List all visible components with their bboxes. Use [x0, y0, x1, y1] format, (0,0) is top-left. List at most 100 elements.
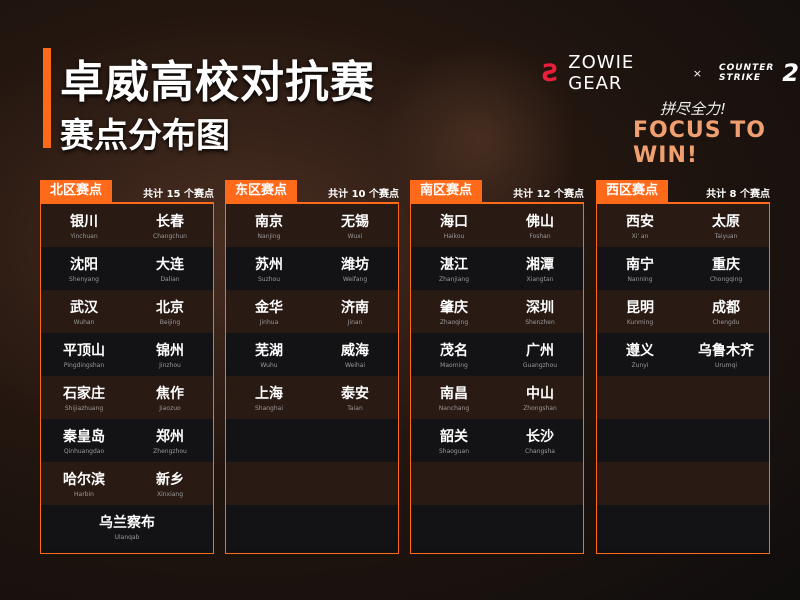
- city-name: 沈阳: [70, 257, 98, 273]
- city-name: 南宁: [626, 257, 654, 273]
- region-panel: 海口 Haikou 佛山 Foshan 湛江 Zhanjiang 湘潭 Xiangtan 肇庆 Z…: [410, 202, 584, 554]
- city-pinyin: Zhongshan: [523, 405, 557, 412]
- city-item: 长沙 Changsha: [505, 426, 575, 455]
- city-name: 乌兰察布: [99, 515, 155, 531]
- city-pinyin: Taian: [347, 405, 363, 412]
- city-name: 湘潭: [526, 257, 554, 273]
- city-name: 银川: [70, 214, 98, 230]
- city-row: 石家庄 Shijiazhuang 焦作 Jiaozuo: [41, 376, 213, 419]
- city-item: 哈尔滨 Harbin: [49, 469, 119, 498]
- city-name: 金华: [255, 300, 283, 316]
- slogan-chinese: 拼尽全力!: [660, 100, 727, 118]
- city-item: 济南 Jinan: [320, 297, 390, 326]
- city-pinyin: Jinan: [347, 319, 363, 326]
- city-name: 重庆: [712, 257, 740, 273]
- city-row: [597, 505, 769, 548]
- city-row: 上海 Shanghai 泰安 Taian: [226, 376, 398, 419]
- region-tab: 东区赛点: [225, 180, 298, 202]
- region-tab: 西区赛点: [596, 180, 669, 202]
- city-item: 西安 Xi' an: [605, 211, 675, 240]
- city-name: 石家庄: [63, 386, 105, 402]
- city-pinyin: Xiangtan: [526, 276, 554, 283]
- city-pinyin: Weifang: [342, 276, 368, 283]
- city-name: 潍坊: [341, 257, 369, 273]
- title-accent-bar: [43, 48, 51, 148]
- city-pinyin: Zhaoqing: [439, 319, 469, 326]
- city-name: 茂名: [440, 343, 468, 359]
- city-pinyin: Pingdingshan: [63, 362, 105, 369]
- city-item: 广州 Guangzhou: [505, 340, 575, 369]
- city-item: 上海 Shanghai: [234, 383, 304, 412]
- city-item: 南京 Nanjing: [234, 211, 304, 240]
- city-row: [226, 462, 398, 505]
- city-name: 上海: [255, 386, 283, 402]
- city-item: 潍坊 Weifang: [320, 254, 390, 283]
- city-item: 茂名 Maoming: [419, 340, 489, 369]
- city-row: 昆明 Kunming 成都 Chengdu: [597, 290, 769, 333]
- city-row: 茂名 Maoming 广州 Guangzhou: [411, 333, 583, 376]
- city-name: 昆明: [626, 300, 654, 316]
- city-name: 北京: [156, 300, 184, 316]
- city-pinyin: Wuxi: [347, 233, 363, 240]
- city-pinyin: Changchun: [153, 233, 187, 240]
- city-name: 海口: [440, 214, 468, 230]
- city-pinyin: Jinzhou: [159, 362, 181, 369]
- city-pinyin: Chengdu: [712, 319, 740, 326]
- city-name: 芜湖: [255, 343, 283, 359]
- city-row: 平顶山 Pingdingshan 锦州 Jinzhou: [41, 333, 213, 376]
- city-row: 南京 Nanjing 无锡 Wuxi: [226, 204, 398, 247]
- city-row: 苏州 Suzhou 潍坊 Weifang: [226, 247, 398, 290]
- city-name: 济南: [341, 300, 369, 316]
- city-item: 郑州 Zhengzhou: [135, 426, 205, 455]
- city-name: 深圳: [526, 300, 554, 316]
- city-item: 南宁 Nanning: [605, 254, 675, 283]
- city-pinyin: Xi' an: [631, 233, 649, 240]
- city-pinyin: Chongqing: [709, 276, 743, 283]
- city-name: 遵义: [626, 343, 654, 359]
- city-pinyin: Kunming: [626, 319, 654, 326]
- city-item: 银川 Yinchuan: [49, 211, 119, 240]
- city-row: 哈尔滨 Harbin 新乡 Xinxiang: [41, 462, 213, 505]
- city-item: 中山 Zhongshan: [505, 383, 575, 412]
- city-row: [597, 376, 769, 419]
- city-name: 太原: [712, 214, 740, 230]
- city-name: 韶关: [440, 429, 468, 445]
- city-row: 芜湖 Wuhu 威海 Weihai: [226, 333, 398, 376]
- city-pinyin: Urumqi: [715, 362, 737, 369]
- city-name: 苏州: [255, 257, 283, 273]
- city-row: [411, 462, 583, 505]
- city-item: 苏州 Suzhou: [234, 254, 304, 283]
- city-pinyin: Dalian: [160, 276, 180, 283]
- region-column: 东区赛点 共计 10 个赛点 南京 Nanjing 无锡 Wuxi 苏州 Suzhou 潍坊 W…: [225, 180, 399, 554]
- region-panel: 南京 Nanjing 无锡 Wuxi 苏州 Suzhou 潍坊 Weifang 金华 Jinhua…: [225, 202, 399, 554]
- cs2-logo: COUNTER STRIKE: [718, 63, 775, 83]
- city-item: 乌兰察布 Ulanqab: [92, 512, 162, 541]
- city-name: 南京: [255, 214, 283, 230]
- city-item: 芜湖 Wuhu: [234, 340, 304, 369]
- city-name: 长沙: [526, 429, 554, 445]
- region-tab: 南区赛点: [410, 180, 483, 202]
- city-pinyin: Foshan: [529, 233, 551, 240]
- city-row: 武汉 Wuhan 北京 Beijing: [41, 290, 213, 333]
- city-item: 武汉 Wuhan: [49, 297, 119, 326]
- city-name: 长春: [156, 214, 184, 230]
- city-row: 南宁 Nanning 重庆 Chongqing: [597, 247, 769, 290]
- city-row: [411, 505, 583, 548]
- city-pinyin: Harbin: [74, 491, 94, 498]
- city-name: 大连: [156, 257, 184, 273]
- city-item: 长春 Changchun: [135, 211, 205, 240]
- city-name: 焦作: [156, 386, 184, 402]
- city-name: 佛山: [526, 214, 554, 230]
- region-count: 共计 8 个赛点: [706, 189, 770, 200]
- city-pinyin: Zhengzhou: [153, 448, 187, 455]
- city-pinyin: Shijiazhuang: [64, 405, 104, 412]
- city-item: 石家庄 Shijiazhuang: [49, 383, 119, 412]
- region-count: 共计 15 个赛点: [143, 189, 214, 200]
- city-row: 金华 Jinhua 济南 Jinan: [226, 290, 398, 333]
- city-pinyin: Weihai: [344, 362, 366, 369]
- zowie-logo-icon: Ƨ: [542, 59, 561, 87]
- city-item: 韶关 Shaoguan: [419, 426, 489, 455]
- city-pinyin: Suzhou: [257, 276, 281, 283]
- city-pinyin: Zunyi: [631, 362, 649, 369]
- city-item: 泰安 Taian: [320, 383, 390, 412]
